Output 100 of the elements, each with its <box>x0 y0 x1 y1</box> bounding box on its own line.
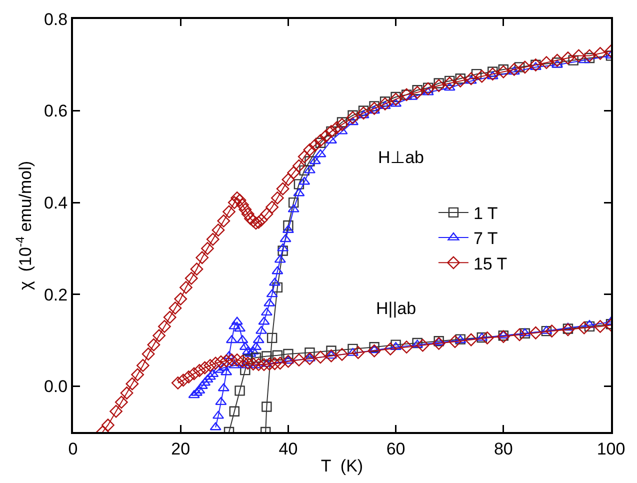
point <box>282 354 295 368</box>
point <box>246 358 260 371</box>
y-tick-label: 0.8 <box>44 10 68 29</box>
point <box>416 338 430 352</box>
point <box>260 308 272 316</box>
point <box>326 346 336 356</box>
point <box>278 246 288 256</box>
point <box>298 176 310 185</box>
point <box>250 352 262 363</box>
point <box>214 355 228 368</box>
point <box>400 340 414 354</box>
x-tick-label: 20 <box>171 439 190 458</box>
point <box>540 326 552 334</box>
y-tick-label: 0.2 <box>44 285 68 304</box>
point <box>209 356 222 370</box>
point <box>358 110 370 118</box>
point <box>229 406 240 416</box>
point <box>207 369 219 378</box>
point <box>465 76 477 84</box>
point <box>210 422 222 430</box>
point <box>384 342 397 356</box>
point <box>234 386 245 396</box>
point <box>448 335 462 348</box>
point <box>231 316 243 325</box>
point <box>241 356 254 370</box>
point <box>283 220 294 231</box>
point <box>192 364 206 377</box>
point <box>266 289 278 298</box>
y-tick-label: 0.6 <box>44 102 68 121</box>
point <box>236 354 249 368</box>
point <box>379 101 391 110</box>
point <box>252 358 266 371</box>
point <box>390 92 401 102</box>
point <box>220 367 232 376</box>
point <box>288 204 300 212</box>
point <box>352 346 365 360</box>
point <box>223 351 235 360</box>
point <box>348 110 358 120</box>
y-tick-label: 0.4 <box>44 194 68 213</box>
point <box>215 397 227 406</box>
point <box>444 76 455 86</box>
point <box>220 354 233 368</box>
x-axis-title: T (K) <box>320 456 364 476</box>
x-tick-label: 0 <box>68 439 78 458</box>
point <box>508 66 520 75</box>
legend-label: 1 T <box>473 204 498 224</box>
point <box>268 357 282 370</box>
point <box>315 138 326 148</box>
point <box>406 92 418 100</box>
point <box>262 351 272 362</box>
point <box>188 390 200 398</box>
point <box>336 117 348 128</box>
point <box>256 326 268 334</box>
point <box>264 298 276 306</box>
point <box>199 378 211 386</box>
point <box>541 326 552 336</box>
point <box>390 98 402 107</box>
point <box>288 197 299 208</box>
point <box>584 321 595 332</box>
x-tick-label: 60 <box>386 439 406 458</box>
point <box>294 179 304 190</box>
point <box>228 321 240 330</box>
point <box>422 82 434 93</box>
point <box>486 71 498 80</box>
point <box>204 372 216 380</box>
point <box>348 344 358 354</box>
point <box>282 224 294 233</box>
point <box>545 324 558 338</box>
point <box>293 188 305 196</box>
point <box>258 358 270 371</box>
x-tick-label: 100 <box>596 439 626 458</box>
point <box>314 149 326 158</box>
point <box>292 354 306 366</box>
point <box>242 354 253 365</box>
point <box>228 360 240 368</box>
point <box>202 374 214 383</box>
point <box>304 156 315 166</box>
point <box>266 332 278 344</box>
point <box>562 323 574 336</box>
point <box>480 331 494 344</box>
point <box>218 383 230 392</box>
point <box>272 350 283 360</box>
point <box>584 320 596 328</box>
point <box>194 386 206 394</box>
point <box>274 254 286 263</box>
point <box>262 402 272 412</box>
point <box>513 328 526 342</box>
point <box>594 320 607 333</box>
point <box>198 361 212 374</box>
point <box>578 321 591 334</box>
point <box>314 350 327 364</box>
point <box>336 348 348 361</box>
point <box>464 333 478 346</box>
point <box>530 62 542 70</box>
point <box>432 336 446 350</box>
legend-label: 7 T <box>473 229 498 248</box>
point <box>272 282 283 293</box>
point <box>272 266 284 274</box>
point <box>444 82 456 91</box>
point <box>471 68 482 80</box>
